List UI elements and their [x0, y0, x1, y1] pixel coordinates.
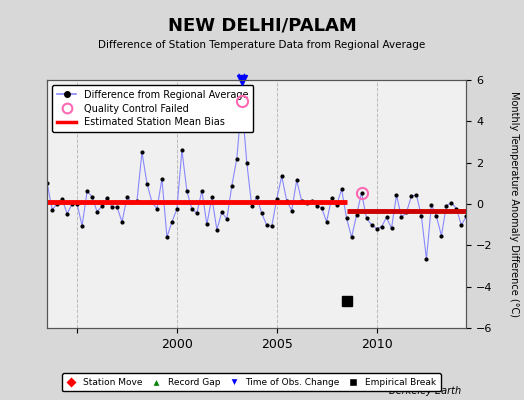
Text: Berkeley Earth: Berkeley Earth [389, 386, 461, 396]
Legend: Difference from Regional Average, Quality Control Failed, Estimated Station Mean: Difference from Regional Average, Qualit… [52, 85, 254, 132]
Y-axis label: Monthly Temperature Anomaly Difference (°C): Monthly Temperature Anomaly Difference (… [509, 91, 519, 317]
Text: NEW DELHI/PALAM: NEW DELHI/PALAM [168, 16, 356, 34]
Text: Difference of Station Temperature Data from Regional Average: Difference of Station Temperature Data f… [99, 40, 425, 50]
Legend: Station Move, Record Gap, Time of Obs. Change, Empirical Break: Station Move, Record Gap, Time of Obs. C… [62, 374, 441, 392]
